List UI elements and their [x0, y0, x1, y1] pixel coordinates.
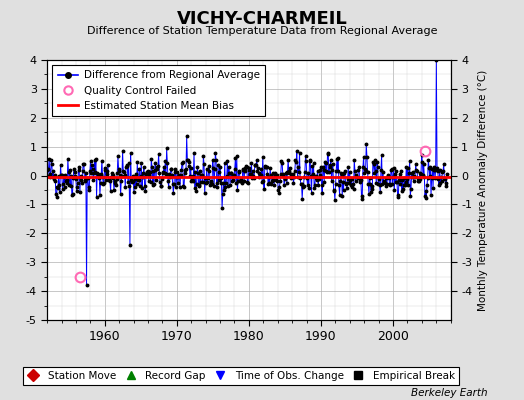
Legend: Difference from Regional Average, Quality Control Failed, Estimated Station Mean: Difference from Regional Average, Qualit… — [52, 65, 265, 116]
Y-axis label: Monthly Temperature Anomaly Difference (°C): Monthly Temperature Anomaly Difference (… — [478, 69, 488, 311]
Text: Berkeley Earth: Berkeley Earth — [411, 388, 487, 398]
Legend: Station Move, Record Gap, Time of Obs. Change, Empirical Break: Station Move, Record Gap, Time of Obs. C… — [23, 367, 459, 385]
Text: Difference of Station Temperature Data from Regional Average: Difference of Station Temperature Data f… — [87, 26, 437, 36]
Text: VICHY-CHARMEIL: VICHY-CHARMEIL — [177, 10, 347, 28]
